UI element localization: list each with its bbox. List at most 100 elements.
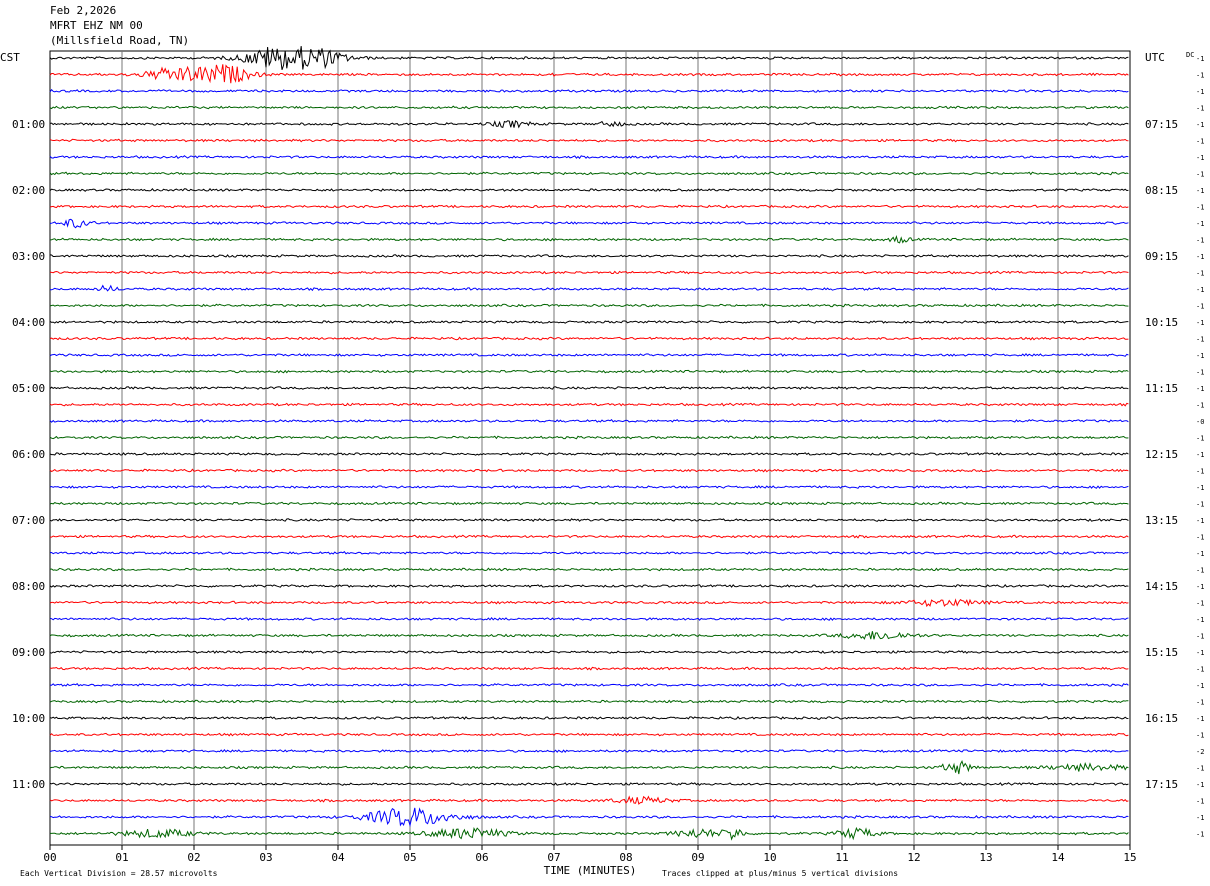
- seismic-trace: [49, 567, 1129, 572]
- x-tick-label: 01: [115, 851, 128, 864]
- dc-offset-label: -1: [1196, 666, 1204, 674]
- left-hour-label: 03:00: [12, 250, 45, 263]
- dc-offset-label: -1: [1196, 88, 1204, 96]
- dc-offset-label: -1: [1196, 468, 1204, 476]
- x-tick-label: 02: [187, 851, 200, 864]
- dc-offset-label: -1: [1196, 699, 1204, 707]
- left-hour-label: 02:00: [12, 184, 45, 197]
- dc-offset-label: -1: [1196, 270, 1204, 278]
- left-hour-label: 10:00: [12, 712, 45, 725]
- seismic-trace: [49, 204, 1129, 209]
- seismic-trace: [49, 616, 1129, 621]
- right-hour-label: 07:15: [1145, 118, 1178, 131]
- vertical-division-note: Each Vertical Division = 28.57 microvolt…: [20, 869, 218, 878]
- seismic-trace: [49, 419, 1129, 423]
- right-hour-label: 11:15: [1145, 382, 1178, 395]
- dc-offset-label: -1: [1196, 402, 1204, 410]
- seismic-trace: [49, 782, 1129, 786]
- right-hour-label: 16:15: [1145, 712, 1178, 725]
- dc-offset-label: -1: [1196, 484, 1204, 492]
- seismic-trace: [49, 631, 1129, 640]
- right-hour-label: 17:15: [1145, 778, 1178, 791]
- seismic-trace: [49, 748, 1129, 753]
- dc-offset-label: -1: [1196, 55, 1204, 63]
- dc-offset-label: -1: [1196, 138, 1204, 146]
- dc-offset-label: -1: [1196, 682, 1204, 690]
- seismic-trace: [49, 352, 1129, 357]
- seismic-trace: [50, 826, 1129, 841]
- seismic-trace: [49, 254, 1129, 258]
- dc-offset-label: -1: [1196, 517, 1204, 525]
- dc-offset-label: -1: [1196, 286, 1204, 294]
- seismic-trace: [49, 551, 1129, 555]
- location-label: (Millsfield Road, TN): [50, 34, 190, 47]
- dc-offset-label: -1: [1196, 715, 1204, 723]
- dc-offset-label: -1: [1196, 798, 1204, 806]
- dc-offset-label: -1: [1196, 732, 1204, 740]
- x-tick-label: 03: [259, 851, 272, 864]
- dc-offset-label: -1: [1196, 319, 1204, 327]
- right-timezone-label: UTC: [1145, 51, 1165, 64]
- seismic-trace: [49, 120, 1129, 129]
- dc-offset-label: -1: [1196, 765, 1204, 773]
- right-hour-label: 08:15: [1145, 184, 1178, 197]
- seismic-trace: [49, 650, 1129, 654]
- dc-offset-label: -1: [1196, 237, 1204, 245]
- x-tick-label: 07: [547, 851, 560, 864]
- seismic-trace: [49, 386, 1129, 390]
- x-tick-label: 15: [1123, 851, 1136, 864]
- seismic-trace: [49, 484, 1129, 489]
- station-label: MFRT EHZ NM 00: [50, 19, 143, 32]
- dc-offset-label: -1: [1196, 550, 1204, 558]
- dc-offset-label: -1: [1196, 831, 1204, 839]
- right-hour-label: 10:15: [1145, 316, 1178, 329]
- seismic-trace: [49, 303, 1129, 308]
- dc-offset-label: -1: [1196, 220, 1204, 228]
- seismic-trace: [49, 583, 1129, 588]
- seismic-trace: [49, 468, 1129, 473]
- dc-offset-label: -1: [1196, 369, 1204, 377]
- seismic-trace: [49, 598, 1129, 608]
- x-tick-label: 11: [835, 851, 848, 864]
- seismic-trace: [49, 732, 1129, 737]
- dc-offset-label: -1: [1196, 105, 1204, 113]
- left-hour-label: 07:00: [12, 514, 45, 527]
- seismic-trace: [49, 270, 1129, 275]
- seismic-trace: [49, 88, 1129, 93]
- dc-offset-label: -1: [1196, 600, 1204, 608]
- dc-offset-label: -1: [1196, 72, 1204, 80]
- x-tick-label: 08: [619, 851, 632, 864]
- seismic-trace: [49, 218, 1129, 229]
- seismic-trace: [49, 501, 1129, 506]
- seismic-trace: [49, 234, 1129, 244]
- plot-frame: [49, 50, 1131, 846]
- dc-offset-label: -1: [1196, 303, 1204, 311]
- dc-offset-label: -1: [1196, 121, 1204, 129]
- dc-offset-label: -1: [1196, 352, 1204, 360]
- dc-offset-label: -1: [1196, 633, 1204, 641]
- seismic-trace: [49, 666, 1129, 671]
- seismic-trace: [49, 155, 1129, 160]
- clipping-note: Traces clipped at plus/minus 5 vertical …: [662, 869, 898, 878]
- seismic-trace: [49, 807, 1129, 828]
- seismic-trace: [49, 64, 1129, 84]
- left-hour-label: 08:00: [12, 580, 45, 593]
- seismic-trace: [49, 320, 1129, 324]
- seismic-trace: [49, 715, 1129, 720]
- x-tick-label: 05: [403, 851, 416, 864]
- seismic-trace: [49, 683, 1129, 687]
- x-tick-label: 10: [763, 851, 776, 864]
- dc-offset-label: -1: [1196, 435, 1204, 443]
- x-tick-label: 09: [691, 851, 704, 864]
- dc-offset-label: -1: [1196, 567, 1204, 575]
- right-hour-label: 12:15: [1145, 448, 1178, 461]
- left-hour-label: 01:00: [12, 118, 45, 131]
- seismic-trace: [49, 105, 1129, 110]
- dc-offset-label: -2: [1196, 748, 1204, 756]
- x-tick-label: 12: [907, 851, 920, 864]
- dc-offset-label: -1: [1196, 154, 1204, 162]
- x-tick-label: 14: [1051, 851, 1065, 864]
- seismic-trace: [49, 336, 1129, 341]
- dc-offset-label: -0: [1196, 418, 1204, 426]
